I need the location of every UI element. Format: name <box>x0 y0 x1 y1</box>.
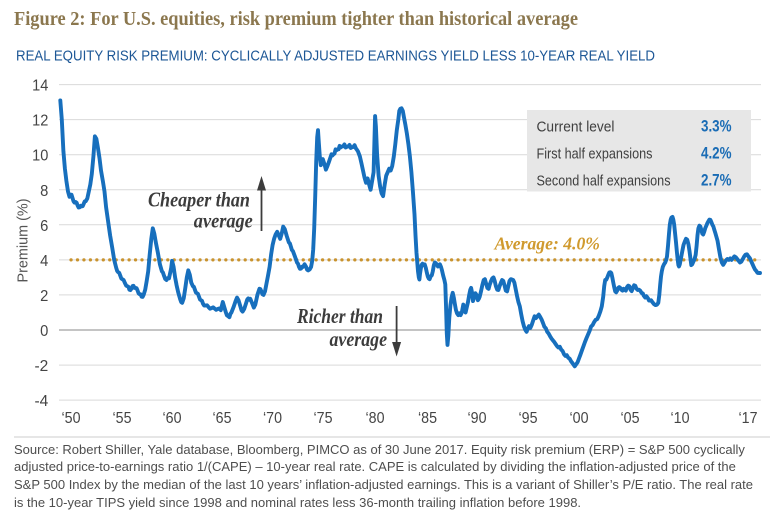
svg-text:‘50: ‘50 <box>62 410 81 427</box>
svg-text:First half expansions: First half expansions <box>537 146 653 163</box>
svg-text:‘65: ‘65 <box>213 410 232 427</box>
svg-text:‘85: ‘85 <box>418 410 437 427</box>
svg-text:‘75: ‘75 <box>314 410 333 427</box>
svg-text:‘55: ‘55 <box>113 410 132 427</box>
svg-text:2.7%: 2.7% <box>701 171 732 190</box>
svg-text:-4: -4 <box>35 393 49 410</box>
svg-text:0: 0 <box>40 323 48 340</box>
svg-text:‘60: ‘60 <box>163 410 182 427</box>
svg-text:‘10: ‘10 <box>671 410 690 427</box>
svg-text:Current level: Current level <box>537 119 615 136</box>
svg-text:‘00: ‘00 <box>570 410 589 427</box>
svg-text:4.2%: 4.2% <box>701 144 732 163</box>
svg-text:8: 8 <box>40 183 48 200</box>
svg-text:14: 14 <box>32 78 48 95</box>
svg-text:‘95: ‘95 <box>519 410 538 427</box>
svg-text:3.3%: 3.3% <box>701 117 732 136</box>
svg-text:-2: -2 <box>35 358 49 375</box>
svg-text:Figure 2: For U.S. equities, r: Figure 2: For U.S. equities, risk premiu… <box>14 8 578 30</box>
svg-text:10: 10 <box>32 148 48 165</box>
svg-text:4: 4 <box>40 253 48 270</box>
svg-text:‘05: ‘05 <box>621 410 640 427</box>
svg-text:‘70: ‘70 <box>263 410 282 427</box>
svg-text:Average: 4.0%: Average: 4.0% <box>494 234 600 254</box>
svg-text:‘90: ‘90 <box>468 410 487 427</box>
svg-text:Richer than: Richer than <box>296 304 383 328</box>
svg-text:‘80: ‘80 <box>366 410 385 427</box>
svg-text:Cheaper than: Cheaper than <box>148 188 250 212</box>
svg-text:average: average <box>194 209 253 233</box>
svg-text:6: 6 <box>40 218 48 235</box>
svg-text:12: 12 <box>32 113 48 130</box>
svg-text:average: average <box>330 327 388 351</box>
svg-text:Premium (%): Premium (%) <box>15 199 32 283</box>
svg-text:‘17: ‘17 <box>739 410 758 427</box>
svg-text:REAL EQUITY RISK PREMIUM: CYCL: REAL EQUITY RISK PREMIUM: CYCLICALLY ADJ… <box>16 49 655 65</box>
svg-text:Second half expansions: Second half expansions <box>537 173 671 190</box>
svg-text:2: 2 <box>40 288 48 305</box>
